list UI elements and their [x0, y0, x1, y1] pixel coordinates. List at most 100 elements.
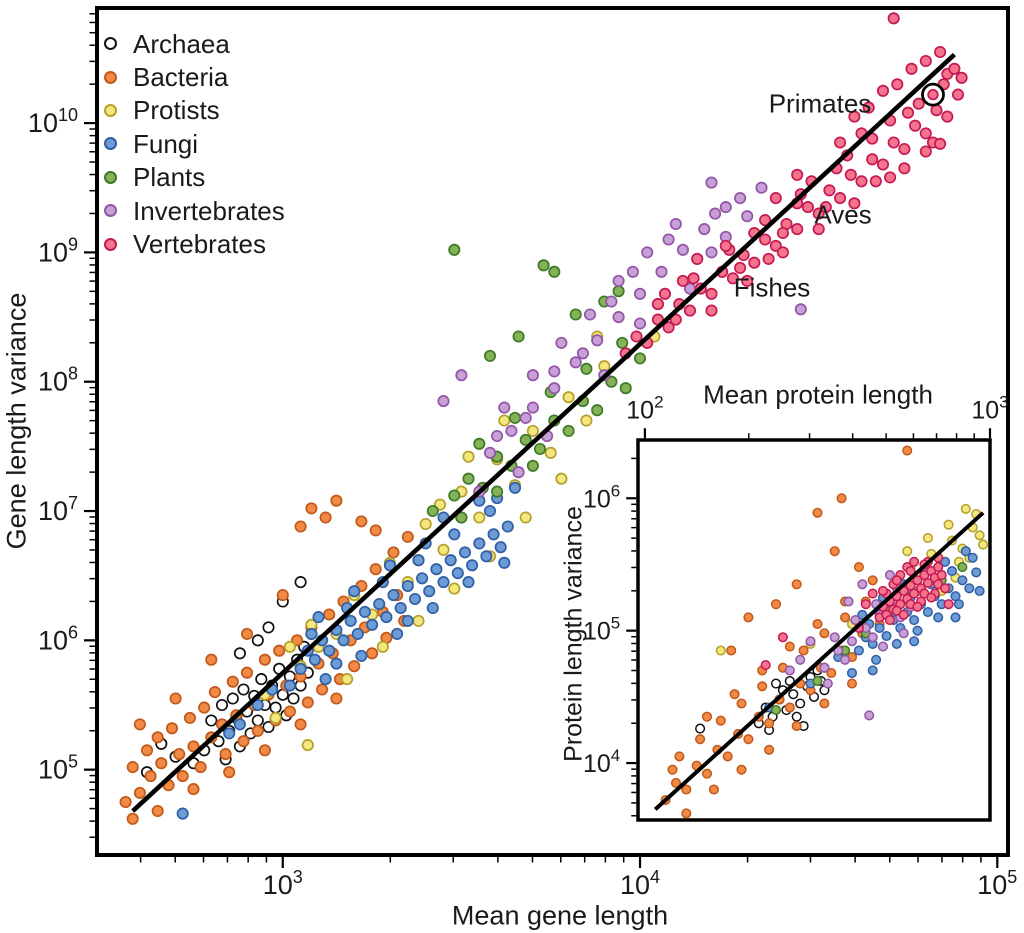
- data-point: [262, 621, 275, 634]
- data-point: [867, 575, 878, 586]
- data-point: [480, 550, 493, 563]
- data-point: [898, 609, 909, 620]
- data-point: [891, 575, 902, 586]
- archaea-marker-icon: [104, 37, 117, 51]
- data-point: [769, 192, 782, 205]
- data-point: [448, 243, 461, 256]
- data-point: [473, 537, 486, 550]
- data-point: [934, 45, 947, 59]
- data-point: [912, 625, 923, 636]
- data-point: [805, 636, 816, 647]
- data-point: [305, 627, 318, 640]
- data-point: [408, 592, 422, 606]
- legend-item-vertebrates: Vertebrates: [104, 227, 285, 260]
- data-point: [822, 678, 833, 689]
- data-point: [562, 424, 575, 437]
- data-point: [812, 507, 823, 518]
- data-point: [844, 168, 857, 181]
- legend-item-fungi: Fungi: [104, 127, 285, 160]
- data-point: [401, 579, 414, 593]
- data-point: [757, 681, 768, 692]
- inset-y-axis-title: Protein length variance: [559, 506, 588, 762]
- data-point: [412, 614, 425, 627]
- data-point: [791, 720, 802, 732]
- tick-label: 105: [977, 867, 1017, 900]
- data-point: [312, 611, 325, 624]
- data-point: [462, 450, 475, 463]
- data-point: [319, 511, 332, 524]
- data-point: [898, 142, 911, 156]
- data-point: [512, 330, 525, 343]
- data-point: [444, 554, 457, 567]
- data-point: [905, 580, 916, 591]
- data-point: [173, 748, 186, 761]
- data-point: [526, 369, 539, 382]
- data-point: [330, 657, 343, 670]
- data-point: [726, 645, 737, 656]
- data-point: [934, 137, 947, 150]
- vertebrates-marker-icon: [104, 237, 117, 251]
- data-point: [419, 517, 432, 531]
- data-point: [926, 592, 937, 603]
- data-point: [922, 607, 933, 618]
- tick-label: 106: [583, 481, 620, 513]
- tick-label: 103: [971, 392, 1008, 424]
- data-point: [369, 563, 382, 576]
- data-point: [437, 395, 450, 408]
- data-point: [580, 362, 593, 375]
- tick-label: 106: [38, 622, 78, 655]
- data-point: [960, 546, 971, 557]
- data-point: [237, 683, 250, 696]
- data-point: [791, 168, 804, 181]
- data-point: [491, 485, 504, 498]
- data-point: [223, 766, 236, 779]
- data-point: [198, 701, 211, 714]
- data-point: [674, 751, 685, 762]
- data-point: [764, 718, 775, 729]
- data-point: [726, 272, 739, 285]
- main-points-fungi: [176, 481, 522, 820]
- data-point: [526, 459, 539, 472]
- data-point: [791, 223, 804, 236]
- data-point: [626, 265, 639, 278]
- legend: Archaea Bacteria Protists Fungi Plants I…: [104, 27, 285, 261]
- data-point: [655, 265, 668, 278]
- data-point: [366, 647, 379, 660]
- legend-item-bacteria: Bacteria: [104, 60, 285, 93]
- data-point: [305, 502, 318, 515]
- data-point: [269, 701, 282, 714]
- data-point: [215, 698, 229, 712]
- data-point: [853, 562, 864, 573]
- main-axis-ticks: [84, 13, 999, 868]
- data-point: [912, 601, 923, 612]
- data-point: [237, 735, 250, 748]
- data-point: [784, 702, 795, 713]
- data-point: [776, 226, 789, 240]
- data-point: [662, 321, 675, 334]
- data-point: [957, 562, 968, 573]
- legend-label: Fungi: [133, 128, 199, 159]
- data-point: [884, 171, 897, 184]
- inset-axis-ticks: [626, 428, 992, 817]
- data-point: [762, 252, 775, 265]
- data-point: [876, 158, 890, 171]
- legend-label: Invertebrates: [133, 195, 285, 226]
- data-point: [759, 214, 772, 227]
- data-point: [719, 201, 732, 214]
- data-point: [971, 567, 982, 578]
- data-point: [119, 795, 132, 809]
- data-point: [887, 136, 900, 149]
- data-point: [205, 653, 218, 666]
- data-point: [898, 162, 911, 175]
- highlighted-point: [921, 82, 945, 107]
- data-point: [901, 106, 915, 119]
- data-point: [867, 632, 878, 643]
- data-point: [219, 748, 232, 761]
- data-point: [857, 609, 868, 620]
- data-point: [891, 78, 904, 91]
- data-point: [569, 308, 582, 321]
- annotation-primates: Primates: [768, 88, 872, 119]
- data-point: [151, 731, 164, 744]
- data-point: [826, 667, 837, 679]
